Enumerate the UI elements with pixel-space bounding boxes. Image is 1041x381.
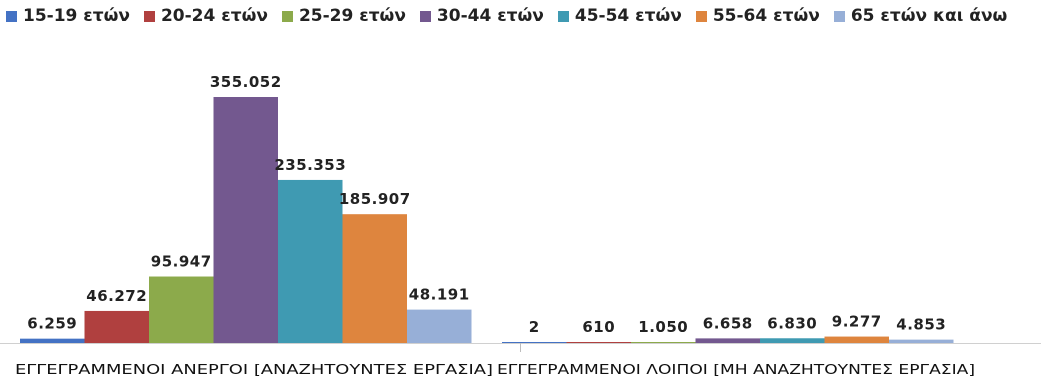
data-label: 6.658 xyxy=(703,314,753,332)
bar xyxy=(407,309,472,343)
legend-item: 20-24 ετών xyxy=(143,6,268,26)
legend-item: 15-19 ετών xyxy=(6,6,130,26)
bar xyxy=(502,342,567,343)
data-label: 48.191 xyxy=(409,286,470,304)
bar xyxy=(278,179,343,343)
data-label: 95.947 xyxy=(151,253,212,271)
legend-swatch xyxy=(419,10,431,22)
data-label: 4.853 xyxy=(896,316,946,334)
legend-swatch xyxy=(833,10,845,22)
legend-item: 65 ετών και άνω xyxy=(833,6,1008,26)
legend-item: 55-64 ετών xyxy=(695,6,820,26)
data-label: 9.277 xyxy=(832,313,882,331)
data-label: 46.272 xyxy=(86,287,147,305)
legend-item: 45-54 ετών xyxy=(557,6,682,26)
bar xyxy=(20,338,85,343)
bar xyxy=(889,339,954,343)
data-label: 6.830 xyxy=(767,314,817,332)
legend-item: 30-44 ετών xyxy=(419,6,544,26)
legend-swatch xyxy=(6,10,17,22)
data-label: 2 xyxy=(529,318,540,336)
bar xyxy=(760,338,825,343)
legend-label: 30-44 ετών xyxy=(436,6,544,26)
data-label: 355.052 xyxy=(210,73,282,91)
bar xyxy=(631,342,696,343)
legend-swatch xyxy=(143,10,155,22)
data-label: 1.050 xyxy=(638,318,688,336)
legend-label: 25-29 ετών xyxy=(298,6,406,26)
bar xyxy=(84,310,149,343)
bar xyxy=(213,97,278,343)
legend-swatch xyxy=(281,10,293,22)
category-label: ΕΓΓΕΓΡΑΜΜΕΝΟΙ ΑΝΕΡΓΟΙ [ΑΝΑΖΗΤΟΥΝΤΕΣ ΕΡΓΑ… xyxy=(15,363,493,378)
bar xyxy=(566,342,631,343)
bar xyxy=(824,336,889,343)
data-label: 610 xyxy=(582,318,615,336)
legend-label: 20-24 ετών xyxy=(160,6,268,26)
category-label: ΕΓΓΕΓΡΑΜΜΕΝΟΙ ΛΟΙΠΟΙ [ΜΗ ΑΝΑΖΗΤΟΥΝΤΕΣ ΕΡ… xyxy=(497,363,975,378)
data-label: 6.259 xyxy=(27,315,77,333)
bar xyxy=(149,276,214,343)
legend-label: 15-19 ετών xyxy=(23,6,130,26)
legend-item: 25-29 ετών xyxy=(281,6,406,26)
data-label: 235.353 xyxy=(274,156,346,174)
legend-swatch xyxy=(557,10,569,22)
bar xyxy=(342,214,407,343)
legend-swatch xyxy=(695,10,707,22)
legend-label: 65 ετών και άνω xyxy=(850,6,1008,26)
legend-label: 45-54 ετών xyxy=(574,6,682,26)
chart-legend: 15-19 ετών 20-24 ετών 25-29 ετών 30-44 ετών… xyxy=(6,6,1021,26)
bar xyxy=(695,338,760,343)
data-label: 185.907 xyxy=(339,190,411,208)
legend-label: 55-64 ετών xyxy=(712,6,820,26)
